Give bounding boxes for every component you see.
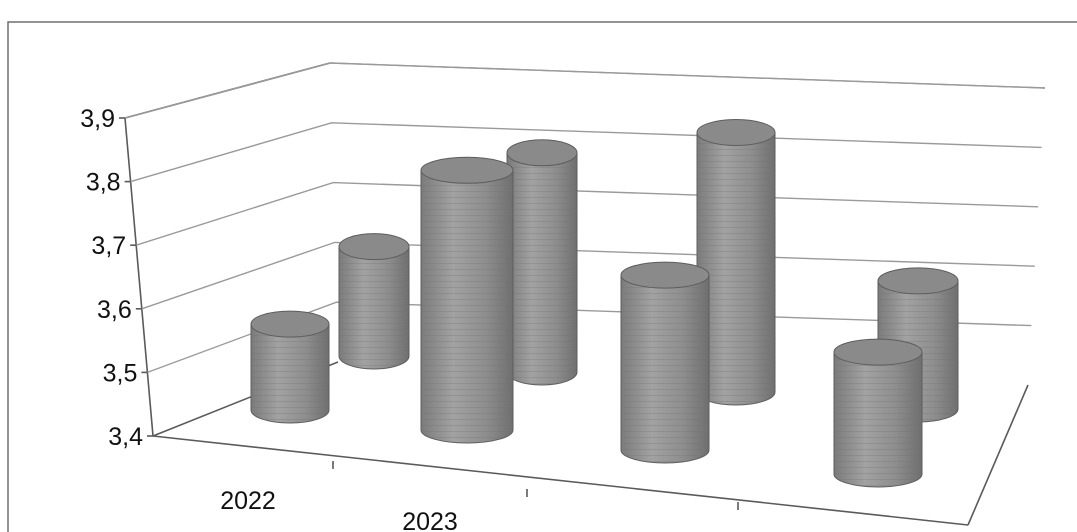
gridline <box>147 301 1032 374</box>
y-tick-label: 3,5 <box>103 359 138 387</box>
floor-edge-right <box>967 384 1029 526</box>
bar <box>506 139 578 386</box>
y-tick-label: 3,4 <box>108 423 143 451</box>
y-tick-label: 3,6 <box>97 296 132 324</box>
bar <box>833 338 923 488</box>
bar-texture <box>421 170 513 444</box>
bar-top-cap <box>338 233 410 261</box>
x-category-labels: 2022 2023 <box>220 487 458 532</box>
gridline <box>130 122 1042 183</box>
bar-top-cap <box>420 156 514 184</box>
bar <box>696 119 776 406</box>
gridline <box>124 62 1046 119</box>
bar-top-cap <box>696 119 776 147</box>
bar-texture <box>507 152 577 385</box>
gridlines <box>124 62 1046 374</box>
bar <box>338 233 410 370</box>
y-tick-label: 3,7 <box>91 232 126 260</box>
bar-texture <box>697 132 775 405</box>
bar-texture <box>834 352 922 487</box>
bar <box>420 156 514 444</box>
gridline <box>135 181 1039 246</box>
floor-edge-front <box>152 435 969 526</box>
bars <box>250 119 959 488</box>
x-category-label: 2023 <box>402 508 458 532</box>
bar-texture <box>339 246 409 369</box>
bar-texture <box>251 324 329 423</box>
x-tick-marks <box>332 461 739 510</box>
bar-top-cap <box>506 139 578 167</box>
x-category-label: 2022 <box>220 487 276 515</box>
gridline <box>141 241 1035 310</box>
chart-frame <box>7 21 1077 532</box>
bar <box>620 261 710 464</box>
y-tick-label: 3,8 <box>86 169 121 197</box>
bar-top-cap <box>877 267 959 295</box>
bar-top-cap <box>833 338 923 366</box>
y-tick-labels: 3,4 3,5 3,6 3,7 3,8 3,9 <box>80 105 153 451</box>
value-axis-line <box>124 117 154 437</box>
bar <box>250 310 330 424</box>
y-tick-label: 3,9 <box>80 105 115 133</box>
bar-texture <box>621 275 709 463</box>
bar-top-cap <box>620 261 710 289</box>
bar-top-cap <box>250 310 330 338</box>
